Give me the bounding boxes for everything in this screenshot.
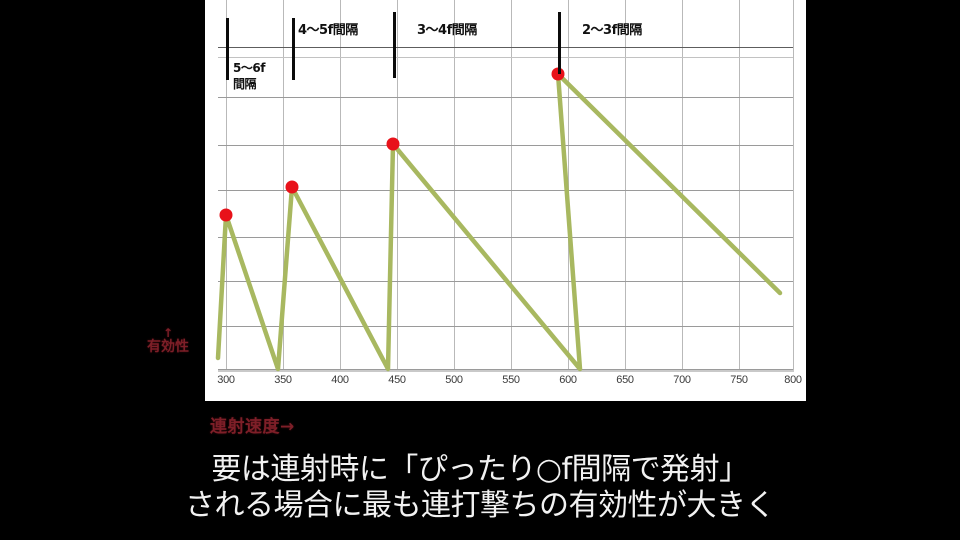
xtick-400: 400: [331, 374, 349, 386]
xtick-650: 650: [616, 374, 634, 386]
xtick-450: 450: [388, 374, 406, 386]
hgrid-top: [218, 47, 793, 48]
section-label-5-6f-line1: 5〜6f: [233, 61, 265, 75]
section-label-4-5f: 4〜5f間隔: [298, 23, 358, 38]
x-axis-tick-labels: 300 350 400 450 500 550 600 650 700 750 …: [205, 372, 806, 394]
vgrid-750: [739, 0, 740, 371]
hgrid-5: [218, 237, 793, 238]
section-divider-450: [393, 12, 396, 78]
vgrid-650: [625, 0, 626, 371]
xtick-550: 550: [502, 374, 520, 386]
section-divider-300: [226, 18, 229, 80]
y-axis-caption: ↑ 有効性: [133, 327, 203, 355]
hgrid-3: [218, 145, 793, 146]
xtick-350: 350: [274, 374, 292, 386]
subtitle-overlay: 要は連射時に「ぴったり○f間隔で発射」 される場合に最も連打撃ちの有効性が大きく: [0, 452, 960, 524]
plot-area: [218, 0, 794, 371]
hgrid-7: [218, 326, 793, 327]
section-label-2-3f: 2〜3f間隔: [582, 23, 642, 38]
hgrid-2: [218, 97, 793, 98]
xtick-300: 300: [217, 374, 235, 386]
section-divider-360: [292, 18, 295, 80]
up-arrow-icon: ↑: [162, 326, 174, 340]
hgrid-1: [218, 57, 793, 58]
vgrid-400: [340, 0, 341, 371]
xtick-800: 800: [784, 374, 802, 386]
subtitle-line-2: される場合に最も連打撃ちの有効性が大きく: [185, 488, 776, 523]
xtick-600: 600: [559, 374, 577, 386]
section-label-3-4f: 3〜4f間隔: [417, 23, 477, 38]
subtitle-line-1: 要は連射時に「ぴったり○f間隔で発射」: [211, 452, 749, 487]
vgrid-800: [793, 0, 794, 371]
hgrid-6: [218, 281, 793, 282]
chart-panel: 5〜6f 間隔 4〜5f間隔 3〜4f間隔 2〜3f間隔 300 350 400…: [205, 0, 806, 401]
vgrid-350: [283, 0, 284, 371]
vgrid-450: [397, 0, 398, 371]
vgrid-700: [682, 0, 683, 371]
xtick-700: 700: [673, 374, 691, 386]
vgrid-500: [454, 0, 455, 371]
section-label-5-6f-line2: 間隔: [233, 77, 257, 91]
y-axis-caption-label: 有効性: [147, 339, 189, 355]
x-axis-caption: 連射速度→: [210, 417, 295, 437]
vgrid-600: [568, 0, 569, 371]
vgrid-550: [511, 0, 512, 371]
section-divider-600: [558, 12, 561, 74]
hgrid-4: [218, 190, 793, 191]
xtick-500: 500: [445, 374, 463, 386]
xtick-750: 750: [730, 374, 748, 386]
